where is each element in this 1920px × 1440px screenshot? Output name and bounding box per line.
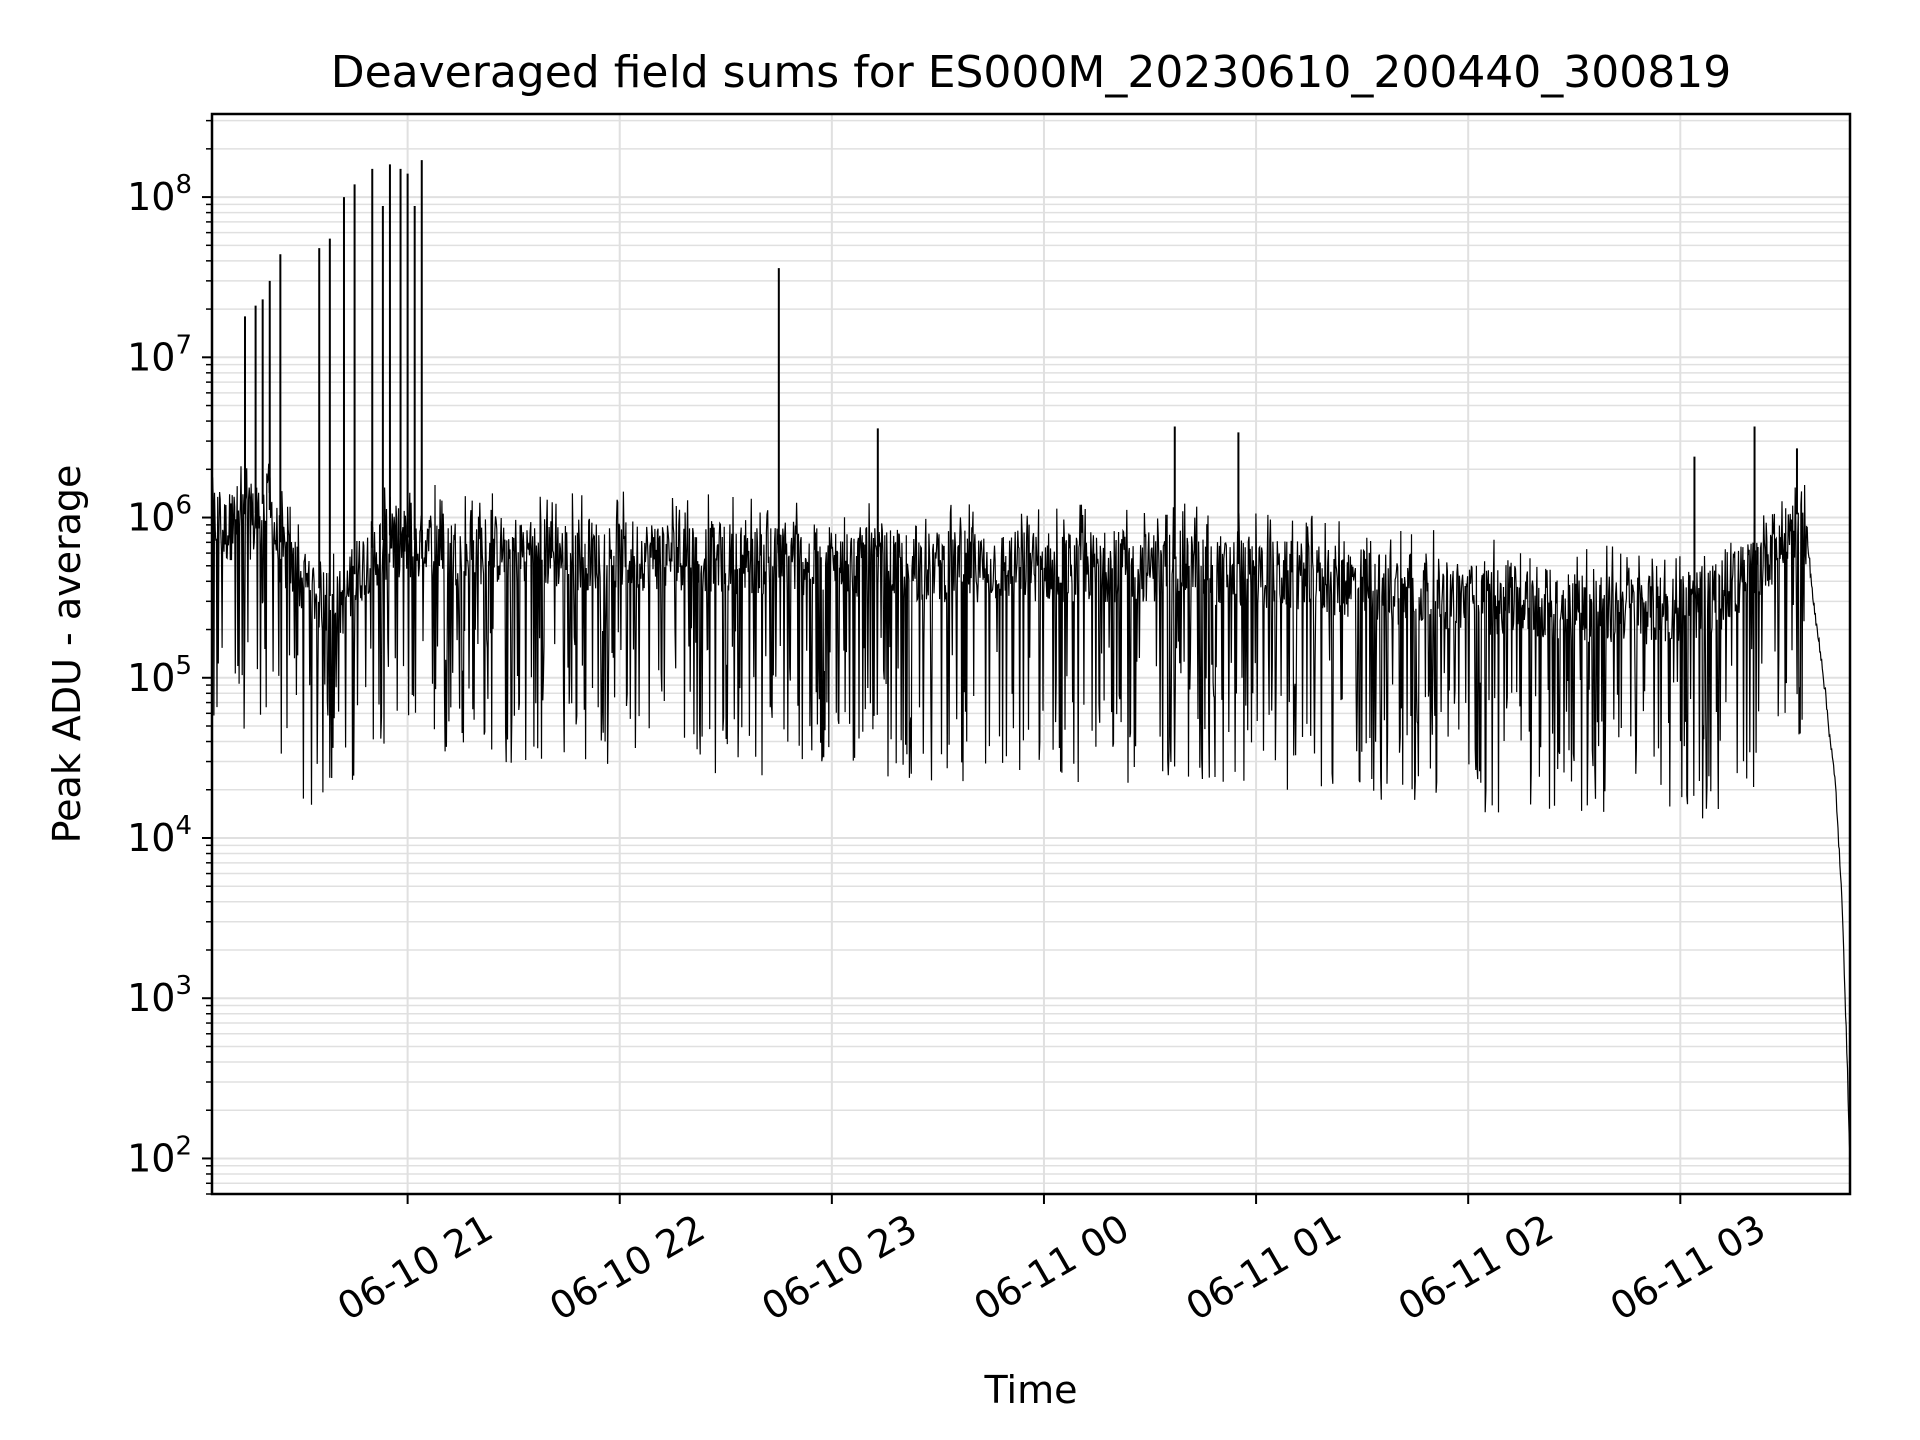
y-tick-exponent: 4	[175, 811, 192, 841]
y-tick-label: 103	[127, 971, 192, 1020]
chart-title: Deaveraged field sums for ES000M_2023061…	[331, 47, 1732, 98]
y-tick-exponent: 2	[175, 1131, 192, 1161]
x-tick-label: 06-11 03	[1603, 1206, 1773, 1330]
y-tick-label: 106	[127, 491, 192, 540]
y-tick-base: 10	[127, 175, 175, 219]
x-axis-label: Time	[984, 1368, 1078, 1412]
series-layer	[211, 160, 1851, 1159]
y-tick-exponent: 8	[175, 170, 192, 200]
x-tick-label: 06-11 00	[966, 1206, 1136, 1330]
y-tick-base: 10	[127, 656, 175, 700]
series-line	[211, 463, 1851, 1159]
plot-frame	[210, 112, 1852, 1196]
x-tick-label: 06-10 23	[754, 1206, 924, 1330]
y-tick-exponent: 7	[175, 330, 192, 360]
y-tick-label: 102	[127, 1131, 192, 1180]
x-axis-ticks: 06-10 21 06-10 22 06-10 23 06-11 00 06-11 01…	[330, 1194, 1773, 1329]
y-tick-base: 10	[127, 816, 175, 860]
x-tick-label: 06-11 01	[1179, 1206, 1349, 1330]
y-tick-label: 107	[127, 330, 192, 379]
y-tick-label: 108	[127, 170, 192, 219]
y-tick-base: 10	[127, 1136, 175, 1180]
x-tick-label: 06-11 02	[1391, 1206, 1561, 1330]
y-tick-label: 105	[127, 651, 192, 700]
y-tick-exponent: 3	[175, 971, 192, 1001]
x-tick-label: 06-10 22	[542, 1206, 712, 1330]
grid-minor	[212, 119, 1850, 1195]
y-tick-base: 10	[127, 496, 175, 540]
y-tick-exponent: 5	[175, 651, 192, 681]
x-tick-label: 06-10 21	[330, 1206, 500, 1330]
y-tick-base: 10	[127, 335, 175, 379]
y-tick-label: 104	[127, 811, 192, 860]
y-tick-exponent: 6	[175, 491, 192, 521]
y-tick-base: 10	[127, 976, 175, 1020]
y-axis-label: Peak ADU - average	[45, 465, 89, 844]
